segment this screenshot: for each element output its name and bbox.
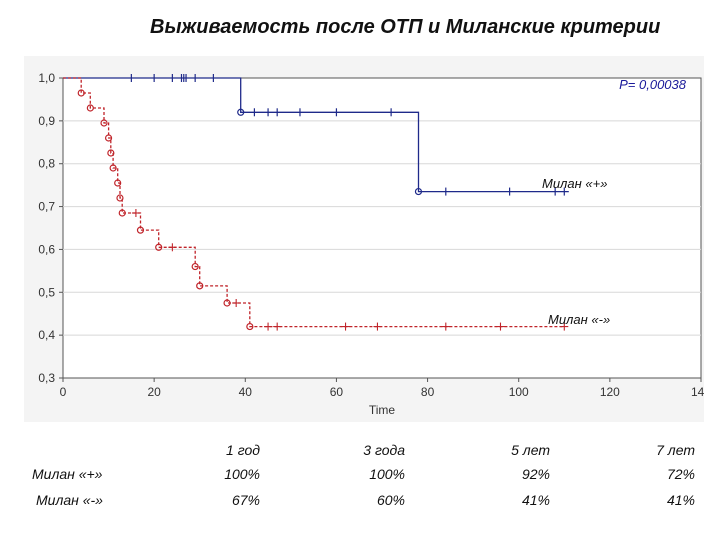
table-row-label-milan-plus: Милан «+» <box>32 466 103 482</box>
x-tick-label: 0 <box>60 385 67 399</box>
y-tick-label: 0,8 <box>38 157 55 171</box>
censor-mark <box>131 209 140 217</box>
event-marker <box>136 226 145 234</box>
x-tick-label: 120 <box>600 385 620 399</box>
censor-mark <box>373 322 382 331</box>
table-header-7yr: 7 лет <box>656 442 695 458</box>
survival-chart: 0,3 0,4 0,5 0,6 0,7 0,8 0,9 1,0 0 20 40 60 80 100 120… <box>24 56 704 422</box>
table-header-3yr: 3 года <box>363 442 405 458</box>
event-marker <box>116 194 124 202</box>
censor-mark <box>560 322 569 331</box>
censor-mark <box>232 299 241 307</box>
censor-mark <box>496 322 505 331</box>
p-value-label: P= 0,00038 <box>619 77 687 92</box>
chart-title: Выживаемость после ОТП и Миланские крите… <box>150 16 661 38</box>
survival-table: 1 год 3 года 5 лет 7 лет Милан «+» 100% … <box>0 436 720 536</box>
event-marker <box>191 262 199 271</box>
event-marker <box>246 322 254 331</box>
event-marker <box>223 299 231 307</box>
table-cell: 72% <box>666 466 695 482</box>
table-header-5yr: 5 лет <box>511 442 550 458</box>
event-marker <box>155 243 163 251</box>
event-marker <box>414 187 423 196</box>
censor-mark <box>273 322 282 331</box>
censor-mark <box>441 322 450 331</box>
grid-lines <box>63 120 701 336</box>
x-tick-label: 20 <box>147 385 161 399</box>
censor-mark <box>341 322 350 331</box>
y-tick-label: 0,4 <box>38 328 55 342</box>
y-tick-label: 0,7 <box>38 200 55 214</box>
x-tick-label: 140 <box>691 385 704 399</box>
table-cell: 92% <box>521 466 550 482</box>
x-axis-title: Time <box>369 403 396 417</box>
series-line-milan-plus <box>63 77 569 193</box>
series-label-milan-minus: Милан «-» <box>548 312 610 327</box>
table-cell: 100% <box>369 466 405 482</box>
event-marker <box>77 89 85 97</box>
x-tick-label: 80 <box>421 385 435 399</box>
y-tick-label: 0,3 <box>38 371 55 385</box>
plot-area <box>62 77 702 379</box>
series-label-milan-plus: Милан «+» <box>542 176 607 191</box>
event-marker <box>118 209 126 217</box>
table-row-label-milan-minus: Милан «-» <box>36 492 103 508</box>
x-axis: 0 20 40 60 80 100 120 140 <box>60 378 704 399</box>
table-cell: 41% <box>666 492 695 508</box>
table-cell: 100% <box>224 466 260 482</box>
censor-mark <box>264 322 273 331</box>
survival-curves <box>63 74 569 331</box>
censor-mark <box>168 243 177 252</box>
table-cell: 41% <box>521 492 550 508</box>
table-cell: 60% <box>376 492 405 508</box>
event-marker <box>107 149 115 157</box>
table-cell: 67% <box>231 492 260 508</box>
y-axis: 0,3 0,4 0,5 0,6 0,7 0,8 0,9 1,0 <box>38 71 63 385</box>
event-marker <box>86 104 94 112</box>
y-tick-label: 0,9 <box>38 114 55 128</box>
table-header-1yr: 1 год <box>226 442 260 458</box>
event-marker <box>100 119 108 127</box>
event-marker <box>196 282 204 290</box>
y-tick-label: 0,5 <box>38 285 55 299</box>
event-marker <box>104 134 113 142</box>
y-tick-label: 0,6 <box>38 242 55 256</box>
event-marker <box>109 164 117 172</box>
y-tick-label: 1,0 <box>38 71 55 85</box>
x-tick-label: 40 <box>239 385 253 399</box>
event-marker <box>237 108 245 116</box>
x-tick-label: 60 <box>330 385 344 399</box>
x-tick-label: 100 <box>509 385 529 399</box>
event-marker <box>114 179 122 187</box>
